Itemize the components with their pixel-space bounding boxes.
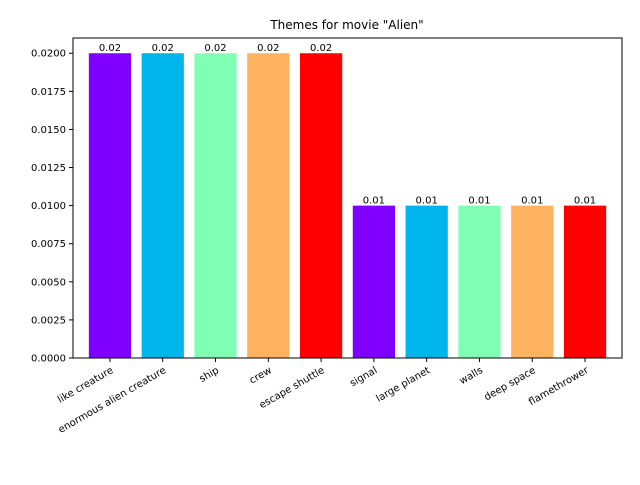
data-label-5: 0.01 [363, 196, 385, 207]
bar-6 [405, 205, 448, 358]
bar-0 [88, 53, 132, 359]
data-label-8: 0.01 [521, 196, 543, 207]
data-label-4: 0.02 [310, 43, 332, 54]
y-tick-label-4: 0.0100 [31, 201, 66, 212]
bar-4 [299, 53, 343, 359]
chart-title: Themes for movie "Alien" [269, 18, 423, 32]
bar-1 [141, 53, 184, 359]
y-tick-label-1: 0.0025 [31, 315, 66, 326]
y-tick-label-2: 0.0050 [31, 277, 66, 288]
y-tick-label-3: 0.0075 [31, 239, 66, 250]
data-label-6: 0.01 [416, 196, 438, 207]
y-tick-label-5: 0.0125 [31, 163, 66, 174]
data-label-0: 0.02 [99, 43, 121, 54]
y-axis: 0.0000 0.0025 0.0050 0.0075 0.0100 0.0125 0.01… [31, 49, 73, 365]
bar-3 [247, 53, 290, 359]
bar-9 [563, 205, 607, 358]
bar-8 [511, 205, 554, 358]
bar-7 [458, 205, 501, 358]
y-tick-label-8: 0.0200 [31, 49, 66, 60]
bar-5 [352, 205, 396, 358]
bar-2 [194, 53, 237, 359]
bars-layer [88, 53, 607, 359]
data-label-7: 0.01 [468, 196, 490, 207]
plot-frame [72, 37, 623, 359]
y-tick-label-6: 0.0150 [31, 125, 66, 136]
data-label-3: 0.02 [257, 43, 279, 54]
y-tick-label-0: 0.0000 [31, 354, 66, 365]
data-label-1: 0.02 [152, 43, 174, 54]
data-label-2: 0.02 [204, 43, 226, 54]
data-labels-layer: 0.02 0.02 0.02 0.02 0.02 0.01 0.01 0.01 0.01 0.01 [99, 43, 596, 206]
data-label-9: 0.01 [574, 196, 596, 207]
y-tick-label-7: 0.0175 [31, 87, 66, 98]
